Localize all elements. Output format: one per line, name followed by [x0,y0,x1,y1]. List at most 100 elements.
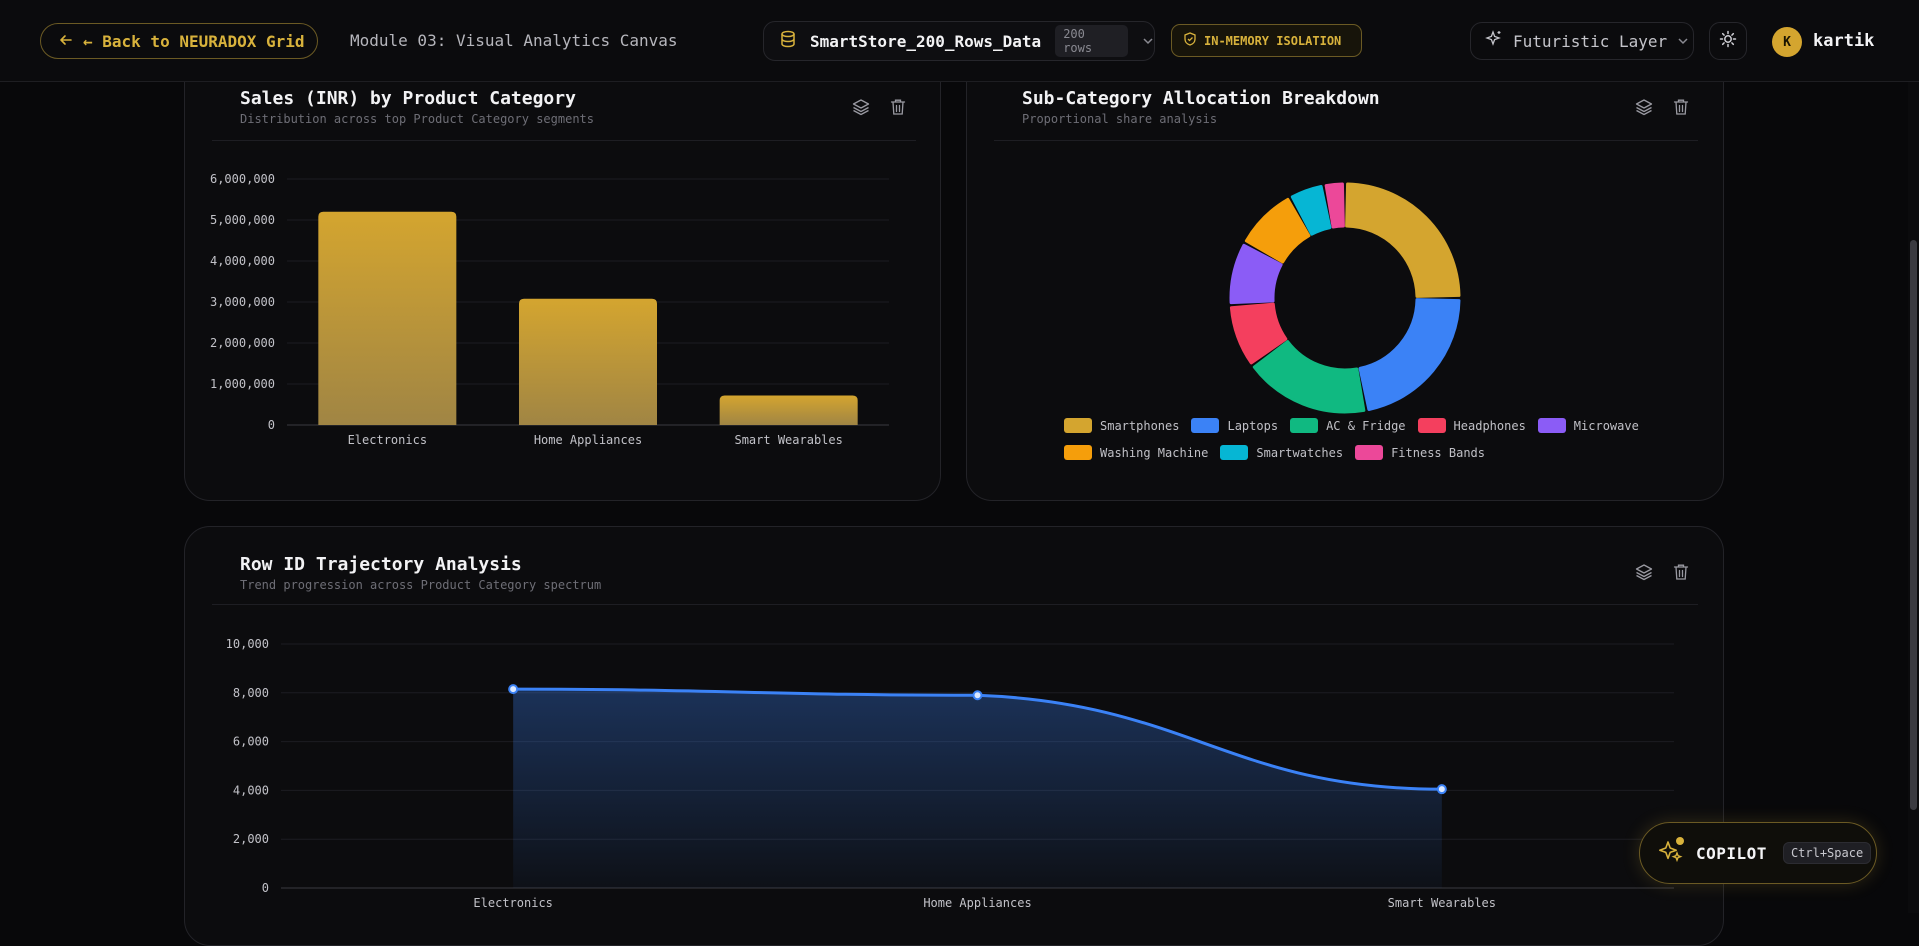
donut-legend: Smartphones Laptops AC & Fridge Headphones M… [1064,418,1639,472]
legend-item[interactable]: AC & Fridge [1290,418,1406,433]
x-tick-label: Electronics [348,433,427,447]
layers-icon [1635,99,1653,116]
layers-button[interactable] [851,97,871,117]
legend-swatch [1417,418,1446,433]
donut-slice[interactable] [1358,298,1461,411]
donut-slice[interactable] [1229,302,1288,365]
x-tick-label: Smart Wearables [1388,896,1496,910]
card-divider [212,140,916,141]
legend-label: Laptops [1227,418,1279,433]
legend-item[interactable]: Headphones [1417,418,1526,433]
legend-swatch [1355,445,1384,460]
theme-toggle-button[interactable] [1709,22,1747,60]
trash-icon [890,99,906,115]
copilot-button[interactable]: COPILOT Ctrl+Space [1639,822,1877,884]
y-tick-label: 0 [262,881,269,895]
y-tick-label: 4,000,000 [210,254,275,268]
isolation-badge-label: IN-MEMORY ISOLATION [1204,33,1342,48]
top-bar: ← Back to NEURADOX Grid Module 03: Visua… [0,0,1919,82]
bar[interactable] [318,211,457,425]
legend-item[interactable]: Fitness Bands [1355,445,1485,460]
module-title: Module 03: Visual Analytics Canvas [350,31,678,50]
legend-swatch [1220,445,1249,460]
card-divider [994,140,1698,141]
legend-swatch [1191,418,1220,433]
legend-label: Microwave [1573,418,1639,433]
avatar[interactable]: K [1772,27,1802,57]
back-button-label: ← Back to NEURADOX Grid [83,31,305,51]
scrollbar-thumb[interactable] [1910,240,1917,810]
y-tick-label: 6,000 [233,735,269,749]
area-fill [513,689,1442,888]
y-tick-label: 6,000,000 [210,172,275,186]
donut-slice[interactable] [1345,182,1461,298]
chevron-down-icon [1142,32,1154,51]
legend-label: Washing Machine [1100,445,1209,460]
sales-bar-chart-card [184,52,941,501]
data-point[interactable] [1436,784,1447,795]
y-tick-label: 4,000 [233,783,269,797]
line-chart-title: Row ID Trajectory Analysis [240,554,522,575]
subcategory-donut-card [966,52,1724,501]
back-to-grid-button[interactable]: ← Back to NEURADOX Grid [40,23,318,59]
legend-label: Fitness Bands [1391,445,1485,460]
y-tick-label: 5,000,000 [210,213,275,227]
layer-selector[interactable]: Futuristic Layer [1470,22,1694,60]
data-point[interactable] [508,684,519,695]
trash-icon [1673,99,1689,115]
donut-chart-subtitle: Proportional share analysis [1022,112,1218,126]
x-tick-label: Electronics [473,896,552,910]
y-tick-label: 2,000,000 [210,336,275,350]
dataset-row-count: 200 rows [1055,25,1128,57]
layers-button[interactable] [1634,97,1654,117]
y-tick-label: 1,000,000 [210,377,275,391]
legend-swatch [1064,418,1092,433]
delete-button[interactable] [1671,562,1691,582]
legend-row: Washing Machine Smartwatches Fitness Bands [1064,445,1624,460]
donut-slice[interactable] [1244,197,1311,264]
user-name[interactable]: kartik [1813,31,1875,51]
chevron-down-icon [1677,32,1689,51]
donut-slice[interactable] [1290,185,1332,236]
donut-slice[interactable] [1252,340,1366,414]
layers-icon [1635,564,1653,581]
dataset-selector[interactable]: SmartStore_200_Rows_Data 200 rows [763,21,1155,61]
database-icon [780,30,796,52]
shield-icon [1184,32,1196,49]
row-id-area-chart: 0 2,000 4,000 6,000 8,000 10,000 Electronics Ho… [226,637,1674,910]
legend-row: Smartphones Laptops AC & Fridge Headphones M… [1064,418,1639,433]
legend-item[interactable]: Smartwatches [1220,445,1343,460]
donut-slice[interactable] [1324,182,1345,229]
bar[interactable] [719,395,858,425]
y-tick-label: 0 [268,418,275,432]
delete-button[interactable] [888,97,908,117]
x-tick-label: Smart Wearables [734,433,842,447]
isolation-badge: IN-MEMORY ISOLATION [1171,24,1362,57]
layer-label: Futuristic Layer [1513,31,1668,51]
legend-item[interactable]: Microwave [1537,418,1639,433]
sun-icon [1719,30,1737,52]
trash-icon [1673,564,1689,580]
layers-button[interactable] [1634,562,1654,582]
copilot-shortcut: Ctrl+Space [1782,842,1872,864]
donut-slice[interactable] [1229,243,1283,305]
bar-chart-title: Sales (INR) by Product Category [240,88,576,109]
legend-label: Headphones [1453,418,1526,433]
legend-swatch [1064,445,1092,460]
y-tick-label: 10,000 [226,637,269,651]
y-tick-label: 3,000,000 [210,295,275,309]
y-tick-label: 8,000 [233,686,269,700]
delete-button[interactable] [1671,97,1691,117]
bar[interactable] [519,298,657,425]
legend-item[interactable]: Smartphones [1064,418,1179,433]
x-tick-label: Home Appliances [923,896,1031,910]
card-divider [212,604,1698,605]
legend-label: AC & Fridge [1326,418,1406,433]
sparkles-icon [1485,30,1503,52]
legend-swatch [1290,418,1319,433]
layers-icon [852,99,870,116]
data-point[interactable] [972,690,983,701]
legend-item[interactable]: Laptops [1191,418,1278,433]
dataset-name: SmartStore_200_Rows_Data [810,31,1042,51]
legend-item[interactable]: Washing Machine [1064,445,1208,460]
